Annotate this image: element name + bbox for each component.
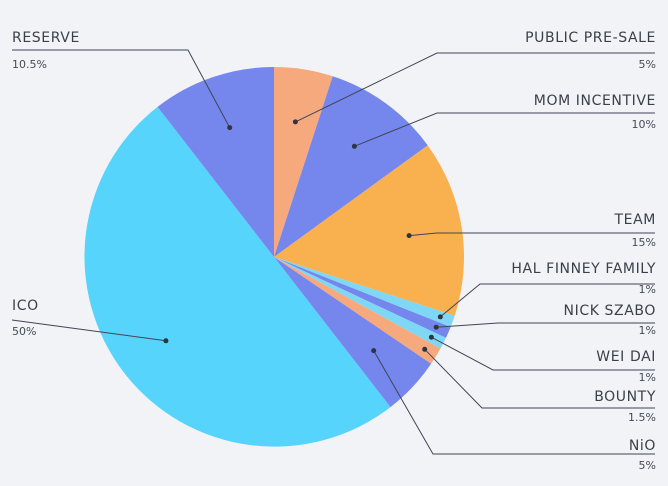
pie-slice-mom-incentive [274,76,428,257]
leader-dot-hal-finney-family [437,314,443,320]
label-ico: ICO [12,298,39,314]
pie-slice-wei-dai [274,257,446,349]
leader-dot-nio [371,348,377,354]
label-wei-dai: WEI DAI [596,349,656,365]
pie-slice-team [274,145,464,316]
pie-slice-ico [84,106,391,447]
label-team: TEAM [614,212,656,228]
leader-dot-reserve [227,125,233,131]
pct-wei-dai: 1% [638,371,656,384]
leader-line-nio [373,350,655,455]
leader-dot-wei-dai [428,334,434,340]
pie-slices [84,67,464,447]
label-nio: NiO [628,438,656,454]
pie-slice-nio [274,257,432,408]
leader-dot-nick-szabo [433,324,439,330]
label-reserve: RESERVE [12,30,80,46]
pct-reserve: 10.5% [12,58,47,71]
pct-bounty: 1.5% [628,411,656,424]
leader-dot-ico [163,338,169,344]
pie-slice-bounty [274,257,441,364]
leader-line-mom-incentive [354,112,655,147]
pct-nick-szabo: 1% [638,324,656,337]
label-bounty: BOUNTY [594,389,656,405]
leader-line-team [409,232,655,237]
label-hal-finney-family: HAL FINNEY FAMILY [511,261,656,277]
leader-lines [11,49,655,455]
leader-line-bounty [424,348,655,409]
pie-slice-public-pre-sale [274,67,333,257]
pct-hal-finney-family: 1% [638,283,656,296]
leader-dot-public-pre-sale [292,119,298,125]
pct-nio: 5% [638,459,656,472]
leader-line-nick-szabo [436,322,655,328]
pct-mom-incentive: 10% [631,118,656,131]
pie-slice-nick-szabo [274,257,451,338]
pie-slice-hal-finney-family [274,257,455,327]
pct-ico: 50% [12,325,37,338]
label-mom-incentive: MOM INCENTIVE [533,93,656,109]
leader-dot-team [406,233,412,239]
pct-public-pre-sale: 5% [638,58,656,71]
leader-line-ico [11,319,166,342]
leader-dot-mom-incentive [351,143,357,149]
leader-line-public-pre-sale [295,52,655,123]
leader-line-wei-dai [431,336,655,371]
leader-line-reserve [12,49,231,128]
label-nick-szabo: NICK SZABO [563,303,656,319]
label-public-pre-sale: PUBLIC PRE-SALE [525,30,656,46]
leader-dot-bounty [422,346,428,352]
pie-slice-reserve [157,67,274,257]
pct-team: 15% [631,236,656,249]
leader-line-hal-finney-family [439,283,655,318]
